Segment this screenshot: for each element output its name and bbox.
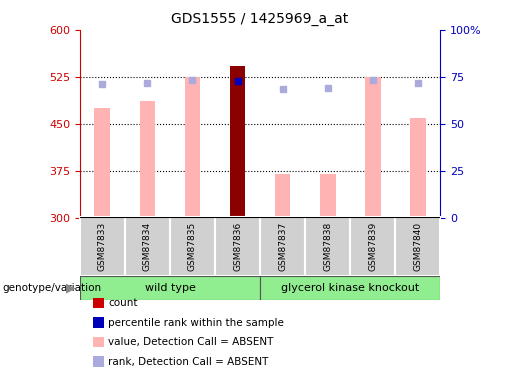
Bar <box>140 100 156 218</box>
Text: rank, Detection Call = ABSENT: rank, Detection Call = ABSENT <box>108 357 268 366</box>
Text: genotype/variation: genotype/variation <box>3 283 101 293</box>
Text: GSM87835: GSM87835 <box>188 222 197 271</box>
Bar <box>80 217 125 276</box>
Bar <box>80 276 260 300</box>
Bar <box>396 217 440 276</box>
Bar <box>184 77 200 218</box>
Text: GSM87834: GSM87834 <box>143 222 152 271</box>
Bar <box>274 174 290 217</box>
Text: percentile rank within the sample: percentile rank within the sample <box>108 318 284 327</box>
Bar <box>320 174 336 217</box>
Bar <box>365 77 381 218</box>
Text: value, Detection Call = ABSENT: value, Detection Call = ABSENT <box>108 337 273 347</box>
Bar <box>125 217 170 276</box>
Title: GDS1555 / 1425969_a_at: GDS1555 / 1425969_a_at <box>171 12 349 26</box>
Bar <box>260 276 440 300</box>
Bar <box>170 217 215 276</box>
Bar <box>260 217 305 276</box>
Text: GSM87839: GSM87839 <box>368 222 377 271</box>
Text: wild type: wild type <box>145 283 195 293</box>
Bar <box>94 108 110 218</box>
Bar <box>305 217 350 276</box>
Text: ▶: ▶ <box>66 281 76 294</box>
Text: GSM87833: GSM87833 <box>98 222 107 271</box>
Bar <box>410 117 426 218</box>
Text: glycerol kinase knockout: glycerol kinase knockout <box>281 283 419 293</box>
Bar <box>215 217 260 276</box>
Text: GSM87836: GSM87836 <box>233 222 242 271</box>
Text: GSM87840: GSM87840 <box>414 222 422 271</box>
Bar <box>230 66 246 218</box>
Text: GSM87838: GSM87838 <box>323 222 332 271</box>
Text: count: count <box>108 298 138 308</box>
Text: GSM87837: GSM87837 <box>278 222 287 271</box>
Bar <box>350 217 396 276</box>
